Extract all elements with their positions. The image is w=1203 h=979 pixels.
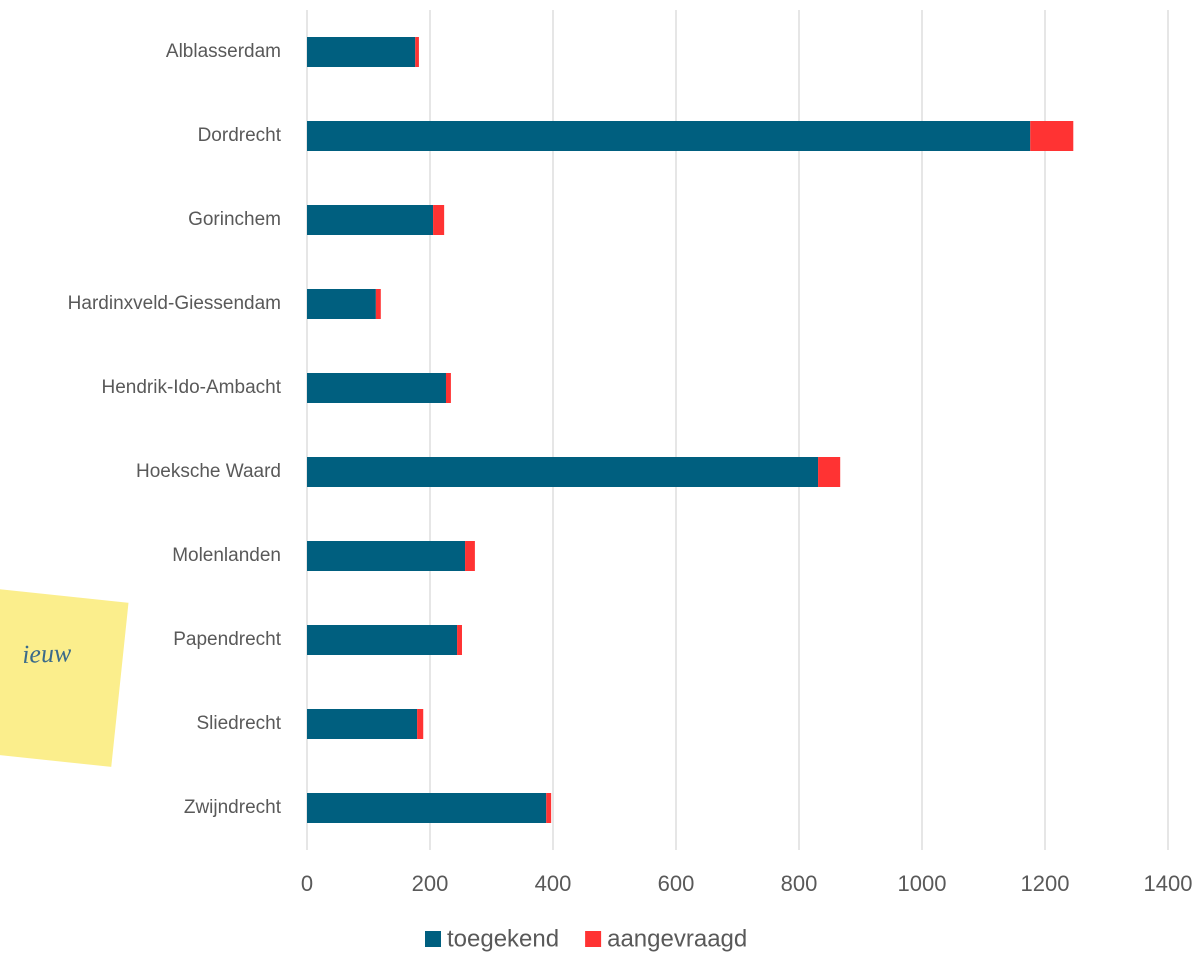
sticky-note: ieuw [0,587,129,767]
bar [307,37,416,67]
x-tick-label: 1400 [1144,871,1193,896]
y-tick-label: Gorinchem [188,209,281,230]
bar [465,541,475,571]
bar [307,373,446,403]
bar [375,289,381,319]
x-tick-label: 1000 [898,871,947,896]
x-tick-label: 0 [301,871,313,896]
bar [417,709,424,739]
legend-swatch [585,931,602,947]
bar [433,205,445,235]
bar [818,457,841,487]
bar [457,625,462,655]
legend-label: aangevraagd [607,925,747,952]
y-tick-label: Dordrecht [198,125,282,146]
bar [307,625,458,655]
x-tick-label: 1200 [1021,871,1070,896]
x-tick-label: 600 [658,871,695,896]
bar [1030,121,1074,151]
x-tick-label: 400 [535,871,572,896]
bar [307,289,376,319]
y-tick-label: Molenlanden [172,545,281,566]
legend-swatch [425,931,441,947]
bar [307,793,547,823]
note-paper [0,587,129,767]
y-tick-label: Hendrik-Ido-Ambacht [101,377,281,398]
bar [445,373,451,403]
bar [307,121,1031,151]
bar [307,205,434,235]
bar [415,37,419,67]
y-tick-label: Sliedrecht [197,713,282,734]
x-tick-label: 200 [412,871,449,896]
y-tick-label: Alblasserdam [166,41,281,62]
y-tick-label: Hoeksche Waard [136,461,281,482]
x-tick-label: 800 [781,871,818,896]
bar [307,541,466,571]
y-tick-label: Hardinxveld-Giessendam [68,293,281,314]
bar [307,709,418,739]
y-tick-label: Papendrecht [173,629,281,650]
bar [546,793,552,823]
bar [307,457,819,487]
legend-label: toegekend [447,925,559,952]
note-text: ieuw [22,638,73,669]
y-tick-label: Zwijndrecht [184,797,282,818]
